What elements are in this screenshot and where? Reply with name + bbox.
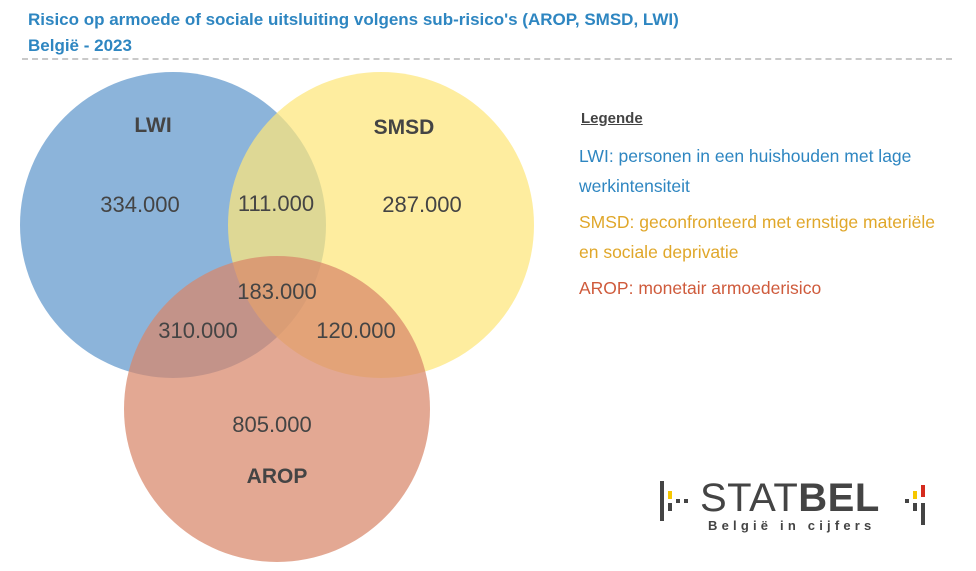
title-divider (22, 58, 952, 60)
statbel-logo: STATBEL België in cijfers (658, 473, 938, 537)
logo-word-light: STAT (700, 476, 799, 520)
legend-item-arop: AROP: monetair armoederisico (579, 278, 822, 298)
smsd-set-label: SMSD (374, 116, 435, 139)
arop-only-value: 805.000 (232, 412, 312, 437)
legend: Legende LWI: personen in een huishouden … (579, 110, 959, 309)
logo-word-bold: BEL (798, 476, 880, 520)
chart-subtitle: België - 2023 (28, 36, 132, 55)
smsd-only-value: 287.000 (382, 192, 462, 217)
lwi-set-label: LWI (134, 114, 171, 137)
lwi-only-value: 334.000 (100, 192, 180, 217)
all-three-value: 183.000 (237, 279, 317, 304)
logo-right-bars-icon (905, 485, 925, 525)
arop-set-label: AROP (247, 465, 308, 488)
legend-item-smsd: SMSD: geconfronteerd met ernstige materi… (579, 212, 935, 262)
lwi-arop-value: 310.000 (158, 318, 238, 343)
legend-item-lwi: LWI: personen in een huishouden met lage… (579, 146, 912, 196)
logo-tagline: België in cijfers (708, 518, 876, 533)
logo-left-bars-icon (660, 481, 688, 521)
arop-circle (124, 256, 430, 562)
chart-title: Risico op armoede of sociale uitsluiting… (28, 10, 679, 29)
logo-wordmark: STATBEL (700, 475, 880, 521)
smsd-arop-value: 120.000 (316, 318, 396, 343)
lwi-smsd-value: 111.000 (238, 191, 314, 216)
legend-title: Legende (581, 110, 643, 127)
